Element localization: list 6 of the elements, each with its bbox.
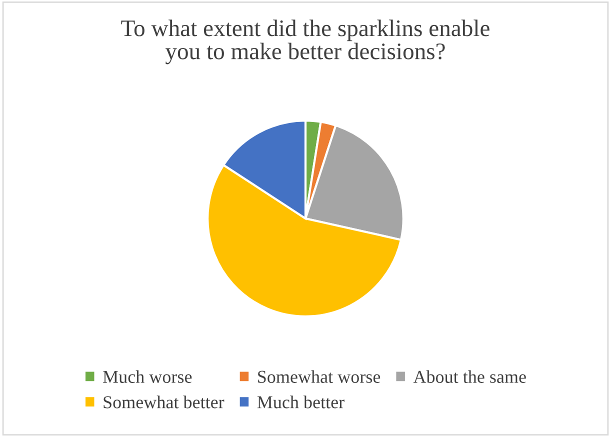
legend-label: Somewhat better [104,396,224,408]
legend-label: Much worse [103,370,192,383]
legend-label: Much better [257,396,344,408]
legend-label: Somewhat worse [258,370,380,383]
legend-label: About the same [413,370,526,383]
chart-title: To what extent did the sparklins enable you to make better decisions? [121,20,490,64]
